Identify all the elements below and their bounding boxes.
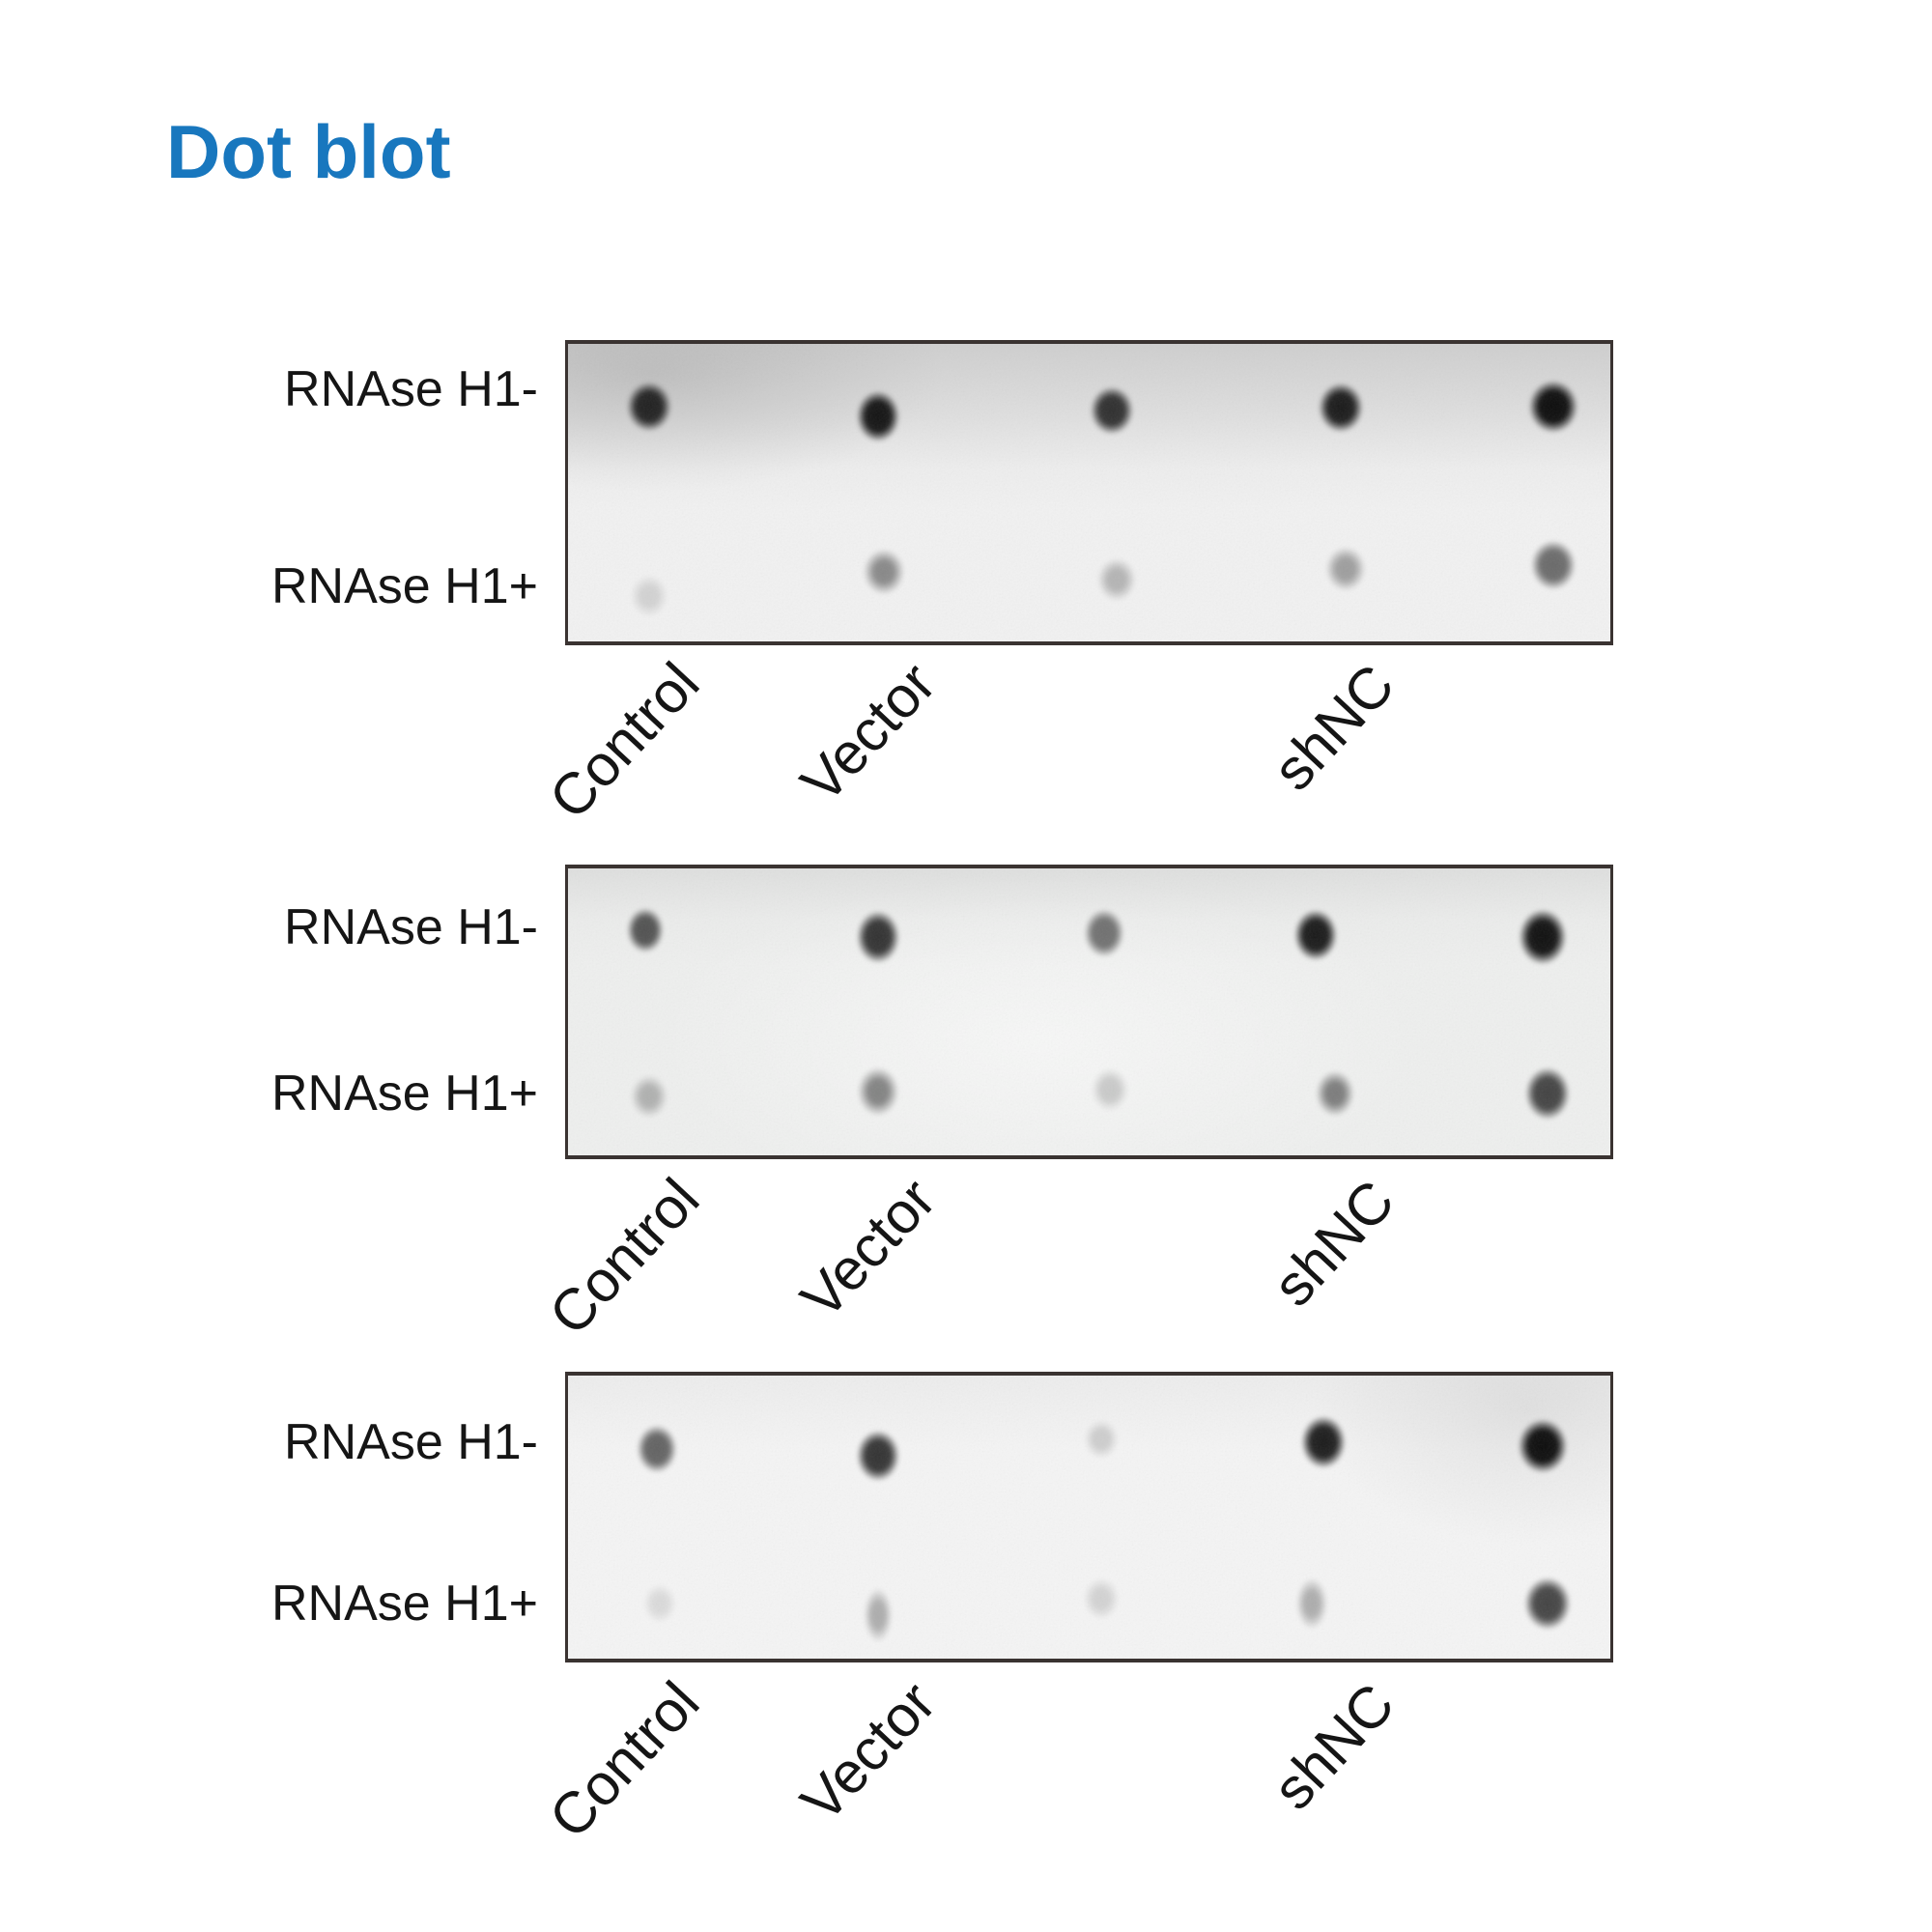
blot-dot (851, 904, 905, 970)
col-label-vector: Vector (788, 1669, 949, 1834)
col-label-vector: Vector (788, 1166, 949, 1331)
col-label-vector: Vector (788, 650, 949, 815)
blot-dot (859, 1578, 897, 1652)
blot-dot (1077, 1571, 1125, 1627)
blot-dot (1319, 539, 1373, 599)
blot-dot (1313, 377, 1369, 439)
blot-dot (1085, 381, 1139, 440)
blot-dot (1522, 374, 1584, 440)
row-label-rnase-h1-minus: RNAse H1- (284, 1414, 538, 1470)
blot-dot (1520, 1061, 1576, 1126)
blot-dot (638, 1577, 682, 1630)
blot-dot (1512, 1412, 1574, 1480)
col-label-shnc: shNC (1260, 1168, 1407, 1319)
blot-dot (624, 568, 674, 624)
col-label-control: Control (536, 1669, 712, 1851)
blot-panel-3 (565, 1372, 1613, 1662)
blot-dot (851, 1424, 905, 1488)
dots-layer (568, 868, 1610, 1155)
row-label-rnase-h1-minus: RNAse H1- (284, 361, 538, 417)
row-label-rnase-h1-plus: RNAse H1+ (271, 558, 538, 614)
blot-dot (856, 541, 912, 603)
blot-dot (1309, 1063, 1361, 1124)
blot-dot (850, 1059, 906, 1124)
blot-dot (632, 1419, 682, 1479)
blot-dot (1085, 1061, 1135, 1119)
blot-dot (1519, 1571, 1577, 1636)
blot-dot (1295, 1409, 1351, 1475)
col-label-shnc: shNC (1260, 1671, 1407, 1822)
blot-panel-1 (565, 340, 1613, 645)
blot-dot (1079, 903, 1129, 963)
dots-layer (568, 1376, 1610, 1659)
row-label-rnase-h1-plus: RNAse H1+ (271, 1065, 538, 1122)
dots-layer (568, 344, 1610, 641)
figure-title: Dot blot (166, 109, 451, 194)
col-label-shnc: shNC (1260, 652, 1407, 803)
blot-dot (1078, 1413, 1124, 1465)
blot-dot (1291, 1569, 1333, 1638)
blot-dot (622, 902, 668, 958)
row-label-rnase-h1-plus: RNAse H1+ (271, 1576, 538, 1632)
col-label-control: Control (536, 650, 712, 832)
col-label-control: Control (536, 1166, 712, 1348)
blot-dot (621, 376, 677, 438)
blot-dot (1289, 903, 1343, 967)
blot-dot (624, 1067, 674, 1125)
row-label-rnase-h1-minus: RNAse H1- (284, 899, 538, 955)
blot-dot (1525, 534, 1581, 596)
blot-dot (851, 384, 905, 448)
blot-panel-2 (565, 865, 1613, 1159)
blot-dot (1091, 551, 1143, 609)
blot-dot (1513, 902, 1573, 972)
